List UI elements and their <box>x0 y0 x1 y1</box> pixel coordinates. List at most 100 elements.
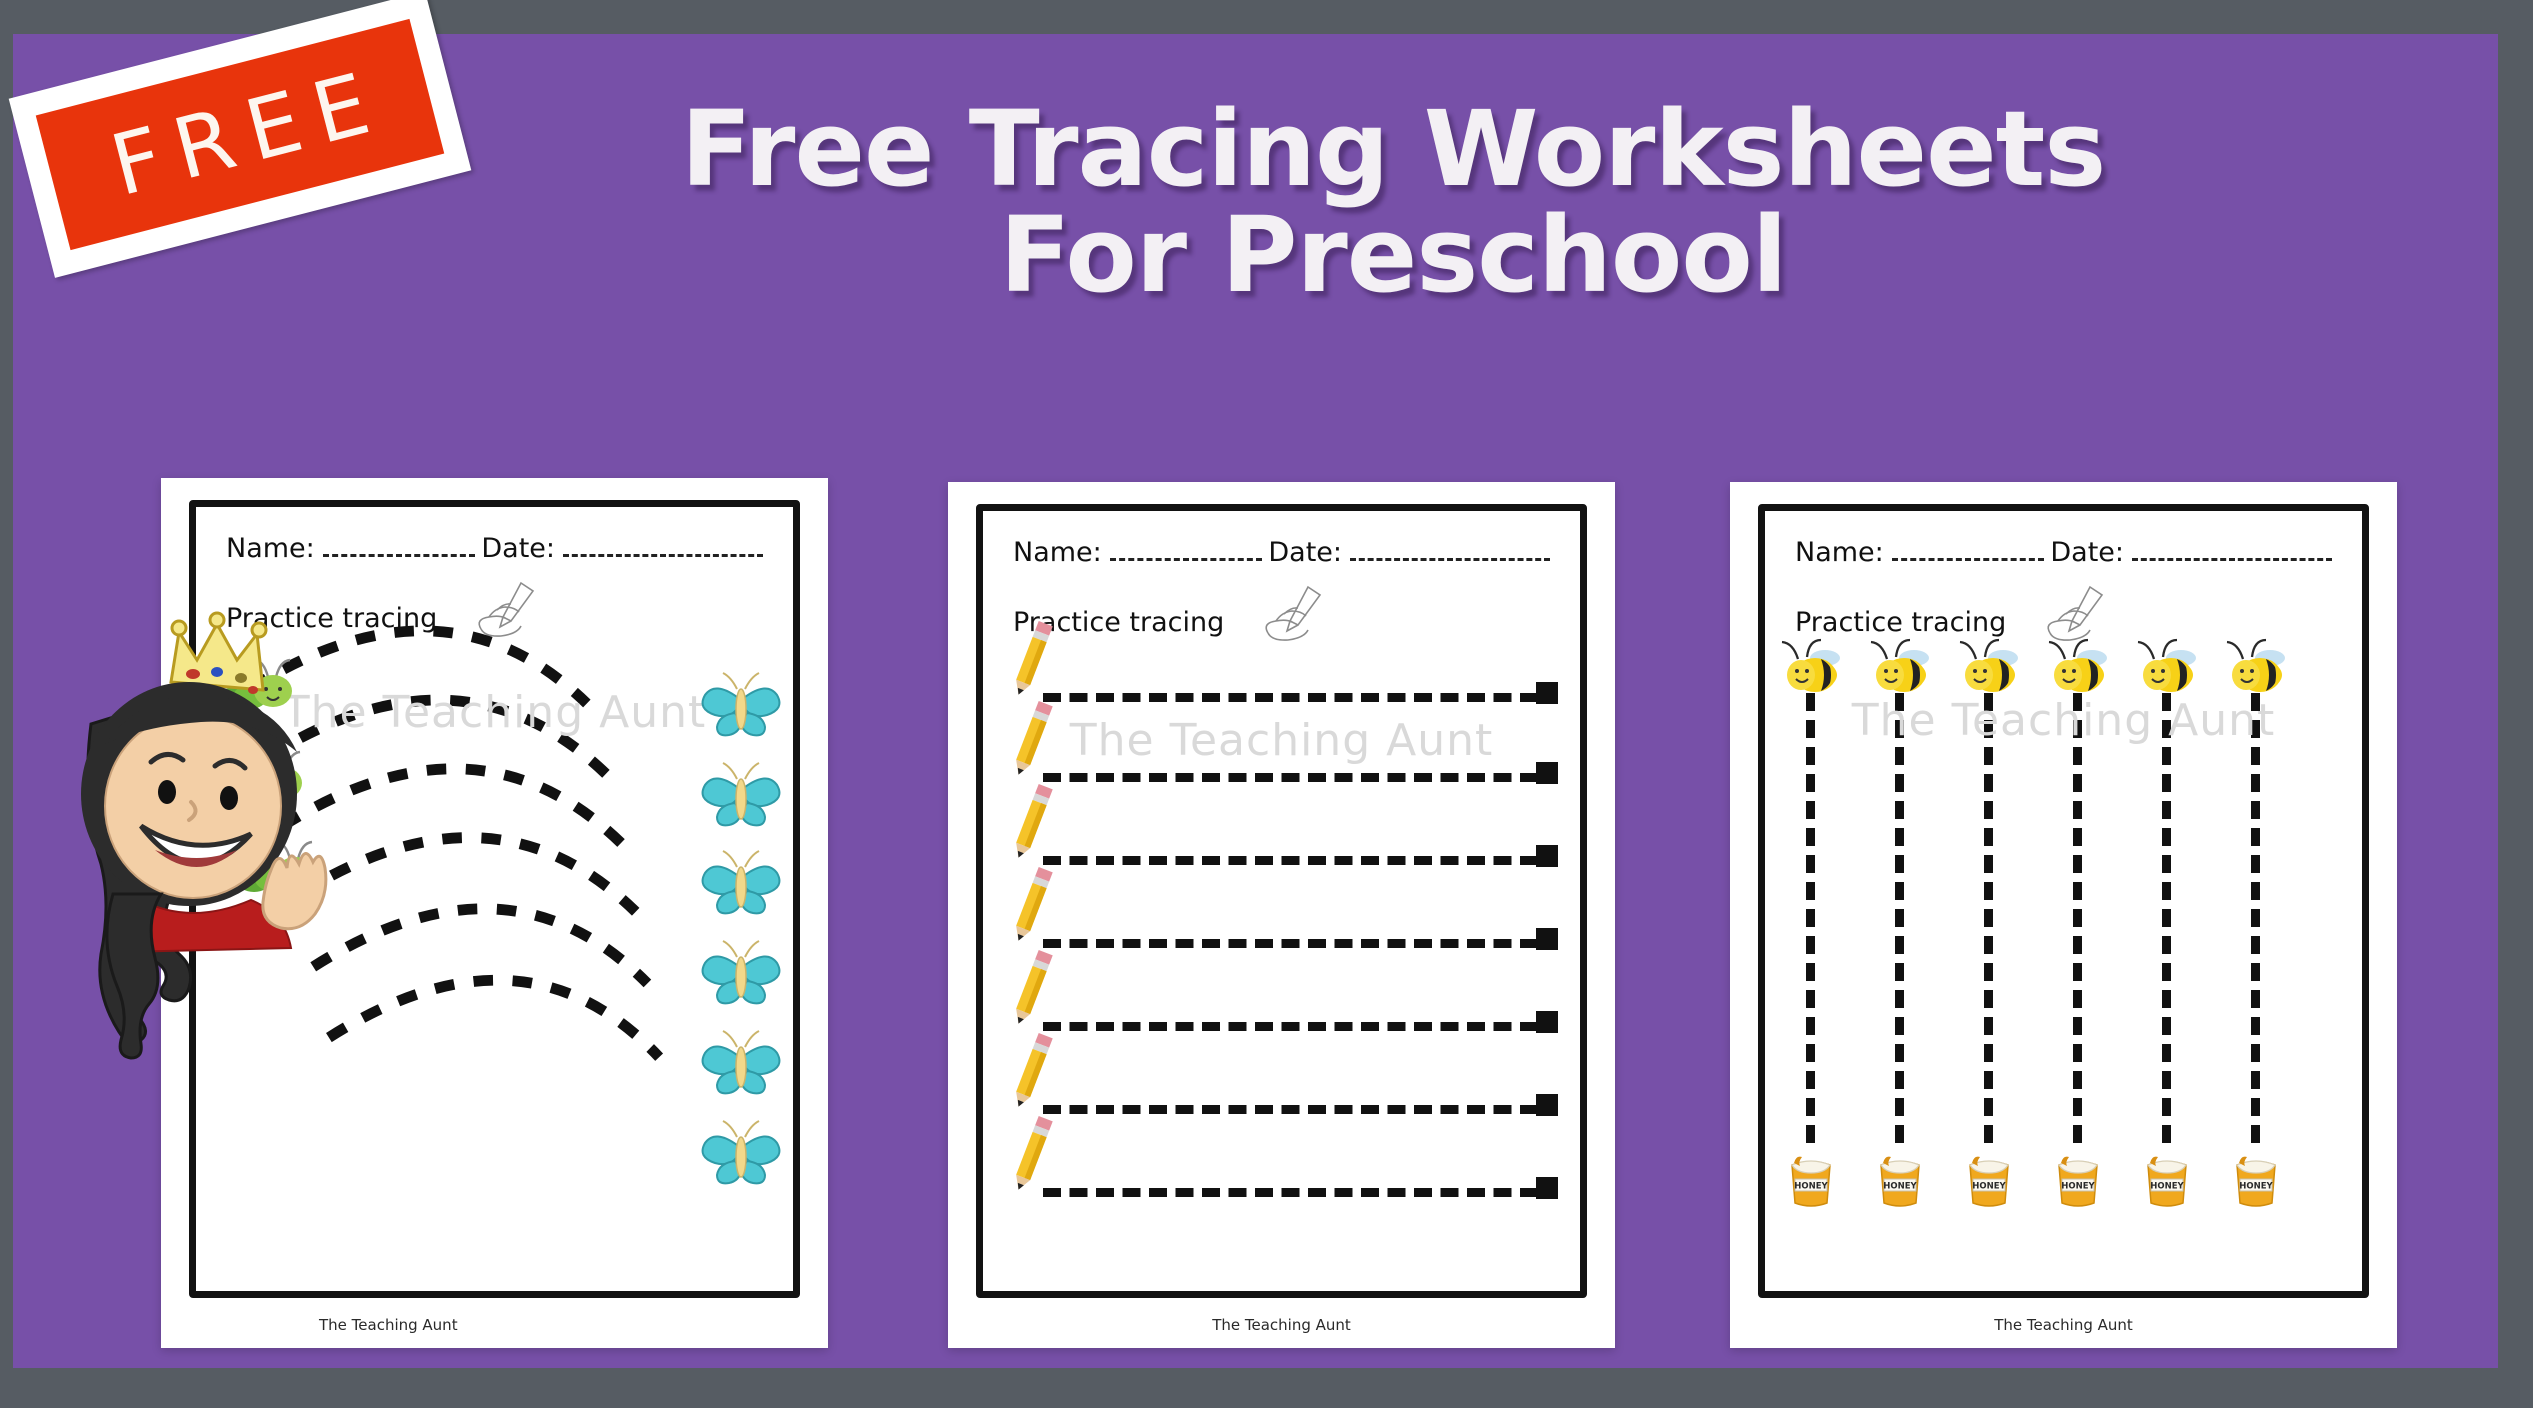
eye-right <box>220 786 238 810</box>
honey-pot-icon: HONEY <box>2045 1149 2111 1216</box>
girl-mascot <box>21 594 381 1074</box>
butterfly-icon <box>699 1115 781 1192</box>
square-icon <box>1536 1177 1558 1199</box>
hand-writing-icon <box>2036 583 2112 652</box>
bee-icon <box>1860 637 1940 704</box>
butterfly-icon <box>699 757 781 834</box>
name-blank-line[interactable] <box>1109 558 1263 561</box>
crown-jewel <box>186 669 200 679</box>
bee-icon <box>2127 637 2207 704</box>
title-line-1: Free Tracing Worksheets <box>680 88 2106 210</box>
pencil-icon <box>1009 944 1055 1035</box>
pencil-icon <box>1009 1027 1055 1118</box>
practice-tracing-row: Practice tracing <box>1013 585 1330 652</box>
tongue <box>155 850 237 867</box>
worksheet-footer: The Teaching Aunt <box>1212 1316 1351 1334</box>
dashed-trace-line <box>1043 856 1538 865</box>
dashed-trace-line <box>1043 1188 1538 1197</box>
title-line-2: For Preschool <box>999 194 1788 317</box>
name-blank-line[interactable] <box>322 554 476 557</box>
free-badge: FREE <box>8 0 472 278</box>
waving-hand <box>261 852 328 931</box>
dashed-trace-line <box>2251 693 2260 1143</box>
dashed-trace-line <box>2162 693 2171 1143</box>
honey-pot-icon: HONEY <box>1867 1149 1933 1216</box>
arc-3 <box>279 763 625 847</box>
honey-jar-label: HONEY <box>1794 1182 1828 1192</box>
honey-jar-label: HONEY <box>2150 1182 2184 1192</box>
bee-icon <box>1771 637 1851 704</box>
dashed-trace-line <box>2073 693 2082 1143</box>
date-blank-line[interactable] <box>563 554 763 557</box>
arc-2 <box>263 694 611 779</box>
eye-left <box>158 780 176 804</box>
nose <box>187 800 198 822</box>
dashed-trace-line <box>1043 1105 1538 1114</box>
worksheet-border: Name: Date: Practice tracing <box>1758 504 2369 1298</box>
honey-pot-icon: HONEY <box>2134 1149 2200 1216</box>
pencil-icon <box>1009 615 1055 706</box>
dashed-trace-line <box>1984 693 1993 1143</box>
pencil-icon <box>1009 861 1055 952</box>
worksheet-bee-honey-lines[interactable]: Name: Date: Practice tracing <box>1730 482 2397 1348</box>
name-date-row: Name: Date: <box>1013 537 1556 568</box>
worksheet-footer: The Teaching Aunt <box>1994 1316 2133 1334</box>
butterfly-icon <box>699 667 781 744</box>
free-badge-label: FREE <box>101 50 395 215</box>
worksheet-pencil-lines[interactable]: Name: Date: Practice tracing <box>948 482 1615 1348</box>
honey-pot-icon: HONEY <box>1778 1149 1844 1216</box>
pencil-icon <box>1009 778 1055 869</box>
bee-icon <box>2216 637 2296 704</box>
arc-6 <box>326 974 664 1061</box>
dashed-trace-line <box>1043 939 1538 948</box>
name-label: Name: <box>226 533 315 564</box>
name-date-row: Name: Date: <box>226 533 769 564</box>
watermark-text: The Teaching Aunt <box>1069 715 1494 766</box>
pencil-icon <box>1009 1110 1055 1201</box>
square-icon <box>1536 845 1558 867</box>
arc-trace-lines <box>246 625 664 1061</box>
arc-1 <box>246 625 591 708</box>
practice-label: Practice tracing <box>1795 607 2007 638</box>
name-date-row: Name: Date: <box>1795 537 2338 568</box>
name-blank-line[interactable] <box>1891 558 2045 561</box>
dashed-trace-line <box>1043 1022 1538 1031</box>
honey-jar-label: HONEY <box>1883 1182 1917 1192</box>
crown-icon <box>169 611 268 694</box>
square-icon <box>1536 682 1558 704</box>
practice-tracing-row: Practice tracing <box>1795 585 2112 652</box>
worksheet-border: Name: Date: Practice tracing <box>976 504 1587 1298</box>
hand-writing-icon <box>1254 583 1330 652</box>
butterfly-icon <box>699 845 781 922</box>
crown-jewel <box>248 686 258 694</box>
poster-stage: FREE Free Tracing Worksheets For Prescho… <box>8 0 2498 1368</box>
crown-jewel <box>235 673 247 683</box>
name-label: Name: <box>1795 537 1884 568</box>
pencil-icon <box>1009 695 1055 786</box>
date-label: Date: <box>1268 537 1342 568</box>
crown-jewel <box>211 667 223 677</box>
square-icon <box>1536 1094 1558 1116</box>
mouth <box>139 823 253 866</box>
bee-icon <box>2038 637 2118 704</box>
square-icon <box>1536 1011 1558 1033</box>
hair-curl <box>105 892 164 1060</box>
honey-jar-label: HONEY <box>1972 1182 2006 1192</box>
honey-pot-icon: HONEY <box>1956 1149 2022 1216</box>
butterfly-icon <box>699 935 781 1012</box>
date-label: Date: <box>2050 537 2124 568</box>
square-icon <box>1536 928 1558 950</box>
page-title: Free Tracing Worksheets For Preschool <box>493 96 2293 308</box>
eyebrow-right <box>212 758 248 771</box>
date-blank-line[interactable] <box>1350 558 1550 561</box>
date-label: Date: <box>481 533 555 564</box>
dashed-trace-line <box>1895 693 1904 1143</box>
honey-pot-icon: HONEY <box>2223 1149 2289 1216</box>
dashed-trace-line <box>1043 773 1538 782</box>
square-icon <box>1536 762 1558 784</box>
arc-4 <box>294 832 640 916</box>
dashed-trace-line <box>1043 693 1538 702</box>
date-blank-line[interactable] <box>2132 558 2332 561</box>
eyebrow-left <box>148 752 186 765</box>
butterfly-icon <box>699 1025 781 1102</box>
